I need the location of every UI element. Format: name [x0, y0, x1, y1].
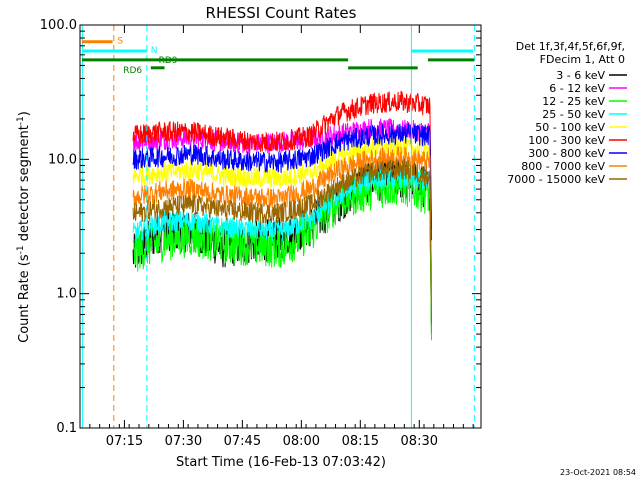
legend-label: 50 - 100 keV: [535, 121, 605, 134]
x-tick-label: 08:30: [401, 434, 438, 449]
legend-header-line-1: Det 1f,3f,4f,5f,6f,9f,: [516, 40, 625, 53]
plot-frame: [79, 24, 482, 429]
y-tick-label: 100.0: [40, 18, 77, 33]
annotation-rd9: RD9: [159, 56, 178, 66]
series-line: [132, 167, 432, 294]
annotation-n: N: [151, 46, 158, 56]
x-tick-label: 07:30: [165, 434, 202, 449]
legend-label: 25 - 50 keV: [542, 108, 605, 121]
y-axis-label-sup-1: -1: [16, 245, 26, 254]
y-axis-label-part-3: ): [17, 111, 32, 116]
legend: Det 1f,3f,4f,5f,6f,9f, FDecim 1, Att 0 3…: [507, 40, 627, 186]
legend-label: 800 - 7000 keV: [521, 160, 605, 173]
timestamp: 23-Oct-2021 08:54: [560, 468, 636, 477]
x-tick-label: 07:15: [106, 434, 143, 449]
annotation-rd6: RD6: [123, 66, 142, 76]
x-axis-label: Start Time (16-Feb-13 07:03:42): [176, 455, 386, 470]
legend-label: 12 - 25 keV: [542, 95, 605, 108]
x-tick-label: 08:00: [283, 434, 320, 449]
series-line: [132, 135, 432, 254]
y-axis-label-part-1: Count Rate (s: [17, 254, 32, 343]
legend-label: 3 - 6 keV: [556, 69, 605, 82]
y-axis: 0.1 1.0 10.0 100.0: [40, 18, 481, 436]
y-axis-label: Count Rate (s-1 detector segment-1): [16, 111, 32, 343]
y-tick-label: 0.1: [56, 421, 77, 436]
series-line: [132, 122, 432, 241]
x-axis: 07:15 07:30 07:45 08:00 08:15 08:30: [79, 25, 474, 449]
y-tick-label: 10.0: [48, 152, 77, 167]
x-tick-label: 08:15: [342, 434, 379, 449]
x-tick-label: 07:45: [224, 434, 261, 449]
series-line: [132, 157, 432, 324]
series-line: [132, 146, 432, 307]
legend-label: 300 - 800 keV: [528, 147, 605, 160]
series-line: [132, 163, 432, 341]
y-tick-label: 1.0: [56, 287, 77, 302]
series-line: [132, 90, 432, 230]
annotation-s: S: [117, 36, 123, 46]
chart-title: RHESSI Count Rates: [206, 4, 357, 22]
series-layer: [132, 90, 432, 341]
legend-label: 7000 - 15000 keV: [507, 173, 605, 186]
legend-label: 100 - 300 keV: [528, 134, 605, 147]
legend-header-line-2: FDecim 1, Att 0: [540, 53, 625, 66]
y-axis-label-part-2: detector segment: [17, 125, 32, 245]
legend-label: 6 - 12 keV: [549, 82, 605, 95]
y-axis-label-sup-2: -1: [16, 116, 26, 125]
